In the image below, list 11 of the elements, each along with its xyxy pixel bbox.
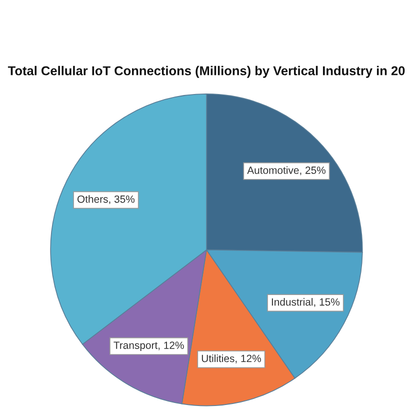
slice-label: Others (77, 195, 108, 203)
data-label: , 12% (236, 354, 261, 364)
data-label: , 25% (300, 166, 326, 176)
slice-label: Transport (114, 342, 158, 352)
slice-label: Automotive (247, 166, 299, 174)
data-label: , 15% (314, 298, 340, 307)
data-label: , 12% (158, 342, 184, 350)
slice-label: Industrial (272, 298, 313, 306)
data-label: , 35% (109, 195, 135, 204)
slice-label: Utilities (202, 354, 234, 362)
chart-title: Total Cellular IoT Connections (Millions) by Vertical Industry in 20 (8, 66, 405, 78)
